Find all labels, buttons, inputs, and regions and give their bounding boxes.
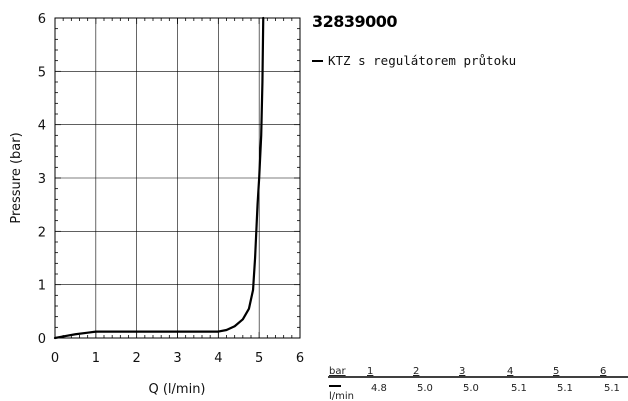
y-tick-labels: 0 1 2 3 4 5 6: [38, 12, 46, 347]
x-tick-label: 4: [214, 351, 222, 366]
series-line: [53, 16, 265, 340]
table-cells: 1 2 3 4 5 6 4.8 5.0 5.0 5.1 5.1 5.1: [367, 366, 620, 394]
table-pressure-cell: 5: [553, 366, 559, 377]
axis-ticks: [54, 17, 301, 339]
x-tick-label: 6: [296, 351, 304, 366]
x-tick-labels: 0 1 2 3 4 5 6: [51, 351, 304, 366]
y-axis-label: Pressure (bar): [9, 132, 24, 223]
table-pressure-cell: 3: [459, 366, 465, 377]
chart-title: 32839000: [312, 12, 397, 31]
x-tick-label: 2: [133, 351, 141, 366]
y-tick-label: 4: [38, 119, 46, 134]
table-flow-cell: 5.1: [511, 383, 527, 394]
x-tick-label: 3: [173, 351, 181, 366]
table-unit-label: l/min: [329, 391, 354, 401]
table-flow-cell: 5.0: [463, 383, 479, 394]
y-tick-label: 6: [38, 12, 46, 27]
table-flow-cell: 5.1: [557, 383, 573, 394]
table-header-label: bar: [329, 366, 346, 377]
y-tick-label: 5: [38, 65, 46, 80]
table-pressure-cell: 6: [600, 366, 606, 377]
table-flow-cell: 5.0: [417, 383, 433, 394]
legend-label: KTZ s regulátorem průtoku: [328, 53, 516, 68]
table-flow-cell: 4.8: [371, 383, 387, 394]
table-flow-cell: 5.1: [604, 383, 620, 394]
x-axis-label: Q (l/min): [148, 382, 205, 397]
data-table: bar l/min 1 2 3 4 5 6 4.8 5.0 5.0 5.1 5.1 5.1: [328, 366, 628, 401]
table-pressure-cell: 4: [507, 366, 513, 377]
legend: KTZ s regulátorem průtoku: [312, 53, 516, 68]
y-tick-label: 0: [38, 332, 46, 347]
table-pressure-cell: 2: [413, 366, 419, 377]
y-tick-label: 1: [38, 279, 46, 294]
series-layer: [53, 16, 265, 340]
x-tick-label: 1: [92, 351, 100, 366]
x-tick-label: 5: [255, 351, 263, 366]
x-tick-label: 0: [51, 351, 59, 366]
table-pressure-cell: 1: [367, 366, 373, 377]
y-tick-label: 3: [38, 172, 46, 187]
y-tick-label: 2: [38, 225, 46, 240]
